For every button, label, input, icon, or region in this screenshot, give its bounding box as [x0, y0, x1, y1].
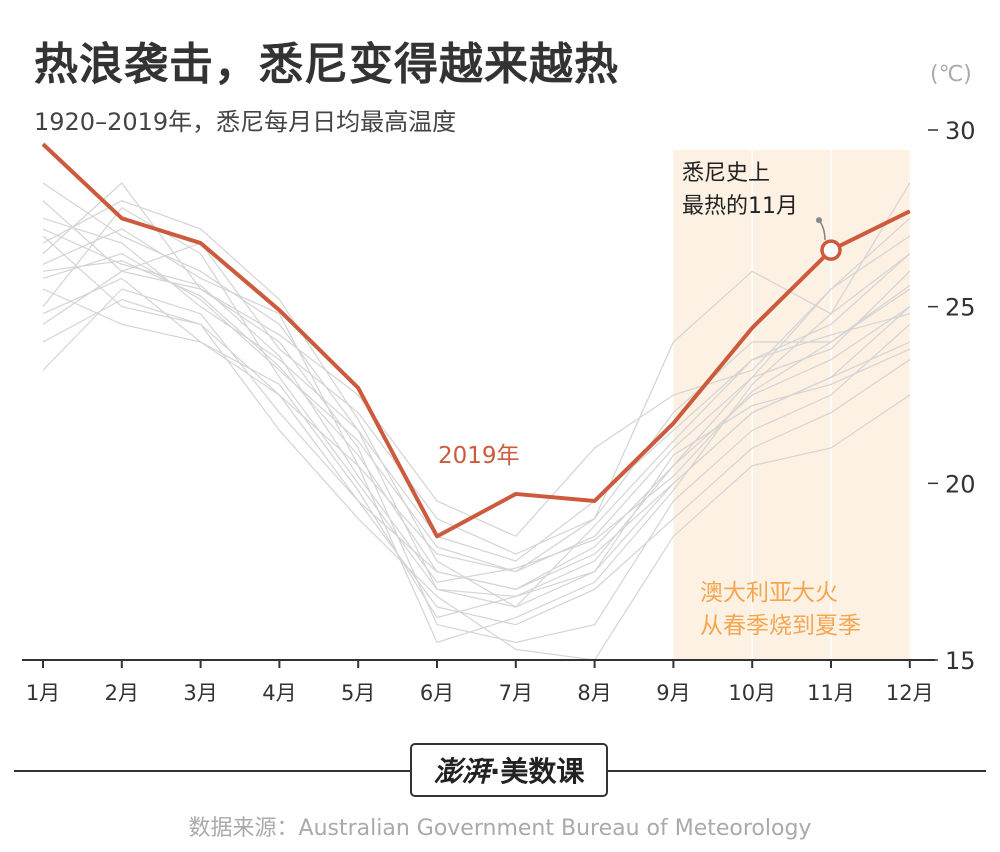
historical-year-line — [42, 242, 911, 555]
logo-section: ·美数课 — [489, 755, 585, 788]
x-tick-label: 12月 — [886, 681, 934, 705]
historical-year-line — [42, 277, 911, 619]
series-label-2019: 2019年 — [438, 443, 520, 469]
annotation-bushfire: 从春季烧到夏季 — [700, 613, 861, 639]
record-november-marker — [820, 239, 842, 261]
fire-season-shade — [673, 150, 910, 660]
logo-brand: 澎湃 — [433, 755, 490, 788]
divider-right — [604, 770, 986, 772]
x-tick-label: 7月 — [499, 681, 533, 705]
y-axis-unit: (℃) — [930, 62, 972, 87]
annotation-bushfire: 澳大利亚大火 — [700, 580, 838, 606]
y-tick-label: 20 — [945, 470, 976, 498]
x-tick-label: 10月 — [728, 681, 776, 705]
y-tick-label: 30 — [945, 117, 976, 145]
page-title: 热浪袭击，悉尼变得越来越热 — [34, 39, 619, 90]
x-tick-label: 4月 — [262, 681, 296, 705]
historical-year-line — [42, 182, 911, 644]
x-tick-label: 11月 — [807, 681, 855, 705]
historical-year-line — [42, 288, 911, 626]
annotation-record-november: 最热的11月 — [682, 194, 798, 219]
historical-year-line — [42, 298, 911, 661]
historical-year-line — [42, 182, 911, 643]
logo: 澎湃 ·美数课 — [410, 743, 608, 797]
source-note: 数据来源：Australian Government Bureau of Met… — [188, 816, 812, 841]
highlight-2019-line — [41, 142, 911, 539]
historical-year-line — [42, 235, 911, 573]
historical-year-line — [42, 288, 911, 590]
historical-year-line — [42, 253, 911, 573]
historical-year-line — [42, 200, 911, 538]
x-tick-label: 3月 — [183, 681, 217, 705]
x-tick-label: 8月 — [577, 681, 611, 705]
y-tick-label: 15 — [945, 647, 976, 675]
x-tick-label: 2月 — [105, 681, 139, 705]
y-tick-label: 25 — [945, 294, 976, 322]
x-tick-label: 9月 — [656, 681, 690, 705]
historical-year-line — [42, 200, 910, 608]
annotation-dot — [816, 217, 822, 224]
annotation-record-november: 悉尼史上 — [682, 161, 770, 186]
divider-left — [14, 770, 410, 772]
x-tick-label: 6月 — [420, 681, 454, 705]
x-tick-label: 1月 — [26, 681, 60, 705]
x-tick-label: 5月 — [341, 681, 375, 705]
historical-year-line — [42, 228, 911, 583]
historical-year-line — [42, 182, 911, 562]
chart-subtitle: 1920–2019年，悉尼每月日均最高温度 — [34, 108, 457, 136]
